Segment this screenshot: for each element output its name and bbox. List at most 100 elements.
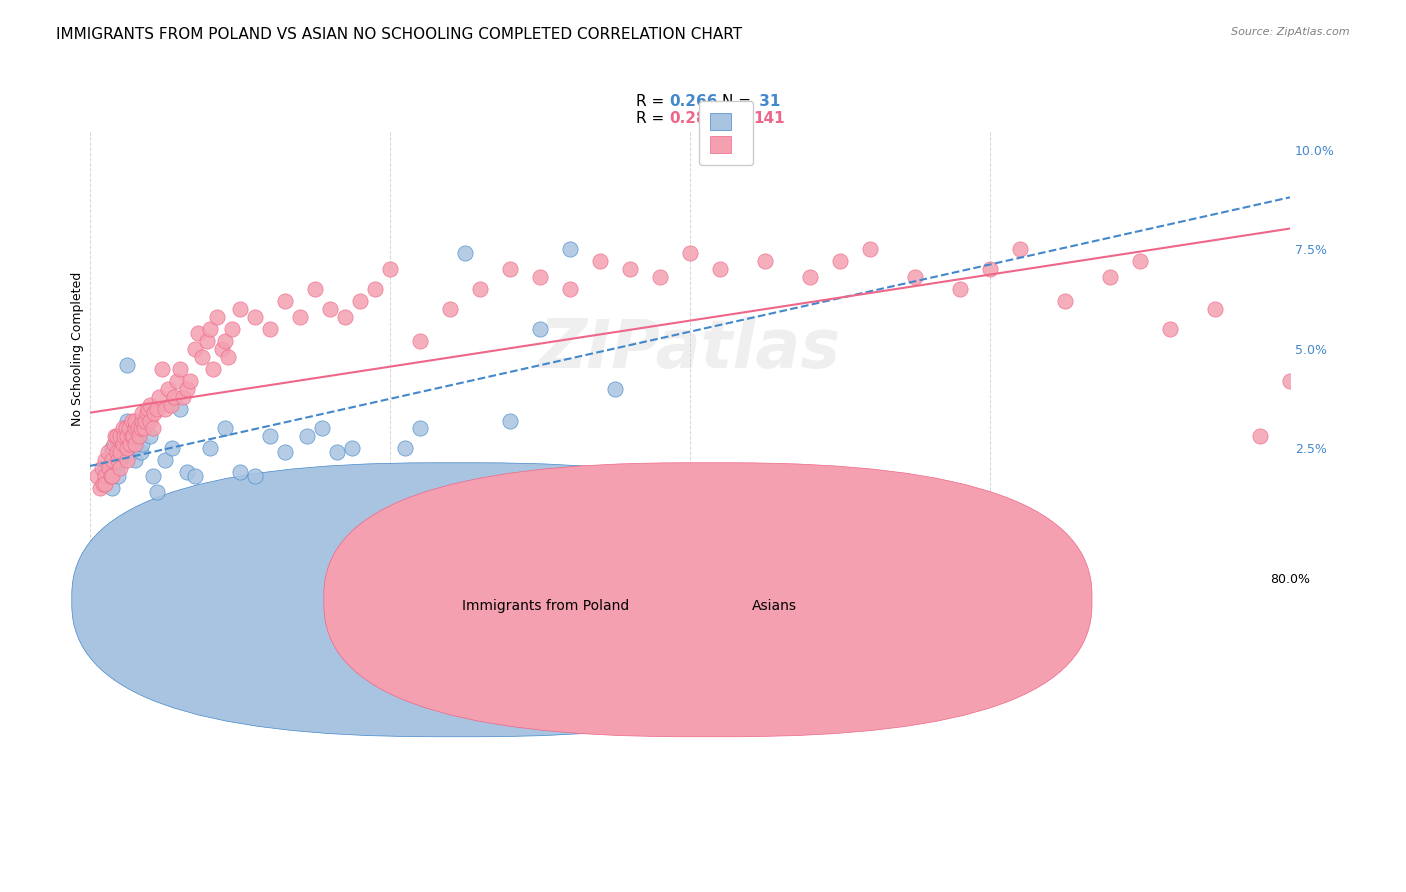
Point <box>364 282 387 296</box>
Point <box>288 310 311 324</box>
Point <box>108 453 131 467</box>
Point <box>159 398 181 412</box>
Point <box>153 453 176 467</box>
Point <box>117 442 139 456</box>
Point <box>107 469 129 483</box>
Point <box>86 469 108 483</box>
Point <box>187 326 209 340</box>
Point <box>131 413 153 427</box>
Point <box>468 282 491 296</box>
Point <box>558 242 581 256</box>
Point <box>121 429 143 443</box>
Point <box>201 361 224 376</box>
Point <box>198 322 221 336</box>
Point <box>297 429 319 443</box>
Text: ZIPatlas: ZIPatlas <box>538 316 841 382</box>
Point <box>148 390 170 404</box>
Text: 0.280: 0.280 <box>669 112 717 126</box>
Text: Source: ZipAtlas.com: Source: ZipAtlas.com <box>1232 27 1350 37</box>
Point <box>108 429 131 443</box>
Point <box>1249 429 1271 443</box>
Point <box>117 429 139 443</box>
Point <box>169 361 191 376</box>
Point <box>97 445 120 459</box>
Point <box>648 270 671 285</box>
Point <box>108 445 131 459</box>
Point <box>100 469 122 483</box>
Point <box>135 405 157 419</box>
Point <box>105 429 128 443</box>
Point <box>91 477 114 491</box>
Point <box>94 477 117 491</box>
Point <box>107 453 129 467</box>
Point <box>112 429 135 443</box>
Point <box>198 442 221 456</box>
Point <box>94 469 117 483</box>
Point <box>1279 374 1302 388</box>
Point <box>98 461 121 475</box>
Point <box>176 466 198 480</box>
Point <box>112 442 135 456</box>
Point <box>709 262 731 277</box>
Point <box>207 310 229 324</box>
Point <box>103 437 125 451</box>
Text: N =: N = <box>723 112 756 126</box>
Point <box>104 429 127 443</box>
Point <box>90 461 112 475</box>
Point <box>121 413 143 427</box>
Point <box>131 405 153 419</box>
Point <box>558 282 581 296</box>
Point <box>179 374 201 388</box>
Point <box>150 361 173 376</box>
Point <box>904 270 927 285</box>
Point <box>139 413 162 427</box>
Point <box>191 350 214 364</box>
Point <box>105 453 128 467</box>
Point <box>589 254 612 268</box>
Point <box>104 461 127 475</box>
Point <box>114 421 136 435</box>
Point <box>146 401 169 416</box>
Point <box>162 442 184 456</box>
Point <box>120 437 142 451</box>
Point <box>124 421 146 435</box>
Point <box>1159 322 1181 336</box>
Point <box>101 481 124 495</box>
Point <box>111 437 134 451</box>
Point <box>108 461 131 475</box>
Point <box>111 429 134 443</box>
Point <box>409 334 432 348</box>
Point <box>409 421 432 435</box>
Point <box>124 437 146 451</box>
Point <box>274 445 297 459</box>
Point <box>184 469 207 483</box>
Point <box>111 437 134 451</box>
Text: 0.266: 0.266 <box>669 94 718 109</box>
Point <box>127 421 149 435</box>
Point <box>124 437 146 451</box>
Point <box>94 453 117 467</box>
Point <box>454 246 477 260</box>
FancyBboxPatch shape <box>72 463 839 737</box>
Point <box>94 469 117 483</box>
Point <box>979 262 1001 277</box>
Point <box>754 254 776 268</box>
Point <box>243 310 266 324</box>
Point <box>211 342 233 356</box>
Point <box>319 301 342 316</box>
Point <box>333 310 356 324</box>
Y-axis label: No Schooling Completed: No Schooling Completed <box>72 272 84 425</box>
Text: 141: 141 <box>754 112 785 126</box>
Point <box>101 469 124 483</box>
Point <box>679 246 702 260</box>
Point <box>105 461 128 475</box>
Point <box>1053 293 1076 308</box>
Point <box>603 382 626 396</box>
Point <box>1098 270 1121 285</box>
Point <box>153 401 176 416</box>
Point <box>229 466 252 480</box>
Point <box>619 262 641 277</box>
Point <box>129 445 152 459</box>
Point <box>128 429 150 443</box>
Point <box>142 421 165 435</box>
